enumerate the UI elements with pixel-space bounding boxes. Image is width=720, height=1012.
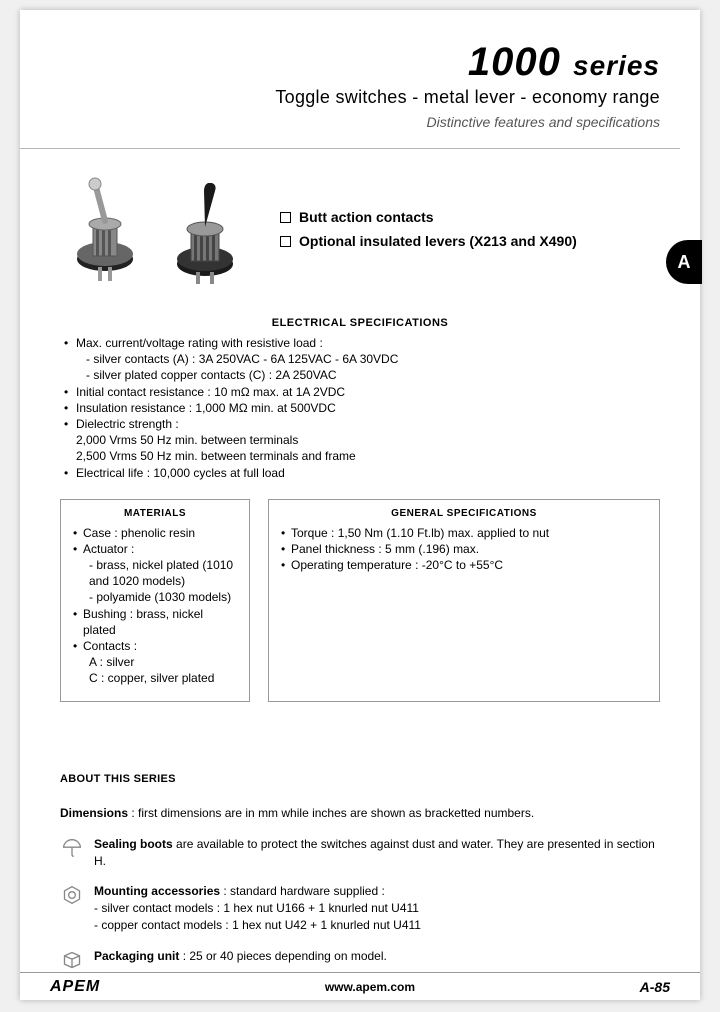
two-column-specs: MATERIALS Case : phenolic resinActuator … [60,499,660,702]
spec-item: Max. current/voltage rating with resisti… [76,335,660,384]
about-subline: - silver contact models : 1 hex nut U166… [94,900,421,917]
toggle-switch-metal-image [60,169,150,289]
feature-item: Butt action contacts [280,209,660,225]
about-subline: - copper contact models : 1 hex nut U42 … [94,917,421,934]
general-item: Operating temperature : -20°C to +55°C [291,557,649,573]
subtitle: Toggle switches - metal lever - economy … [60,87,660,108]
dimensions-text: : first dimensions are in mm while inche… [128,806,534,820]
dimensions-note: Dimensions : first dimensions are in mm … [60,805,660,822]
series-word: series [573,50,660,81]
materials-heading: MATERIALS [71,508,239,519]
product-images [60,169,250,289]
materials-item: Contacts :A : silverC : copper, silver p… [83,638,239,687]
spec-item: Dielectric strength :2,000 Vrms 50 Hz mi… [76,416,660,465]
general-item: Panel thickness : 5 mm (.196) max. [291,541,649,557]
feature-text: Optional insulated levers (X213 and X490… [299,233,577,249]
spec-item: Insulation resistance : 1,000 MΩ min. at… [76,400,660,416]
spec-line: 2,500 Vrms 50 Hz min. between terminals … [76,448,660,464]
page-footer: APEM www.apem.com A-85 [20,972,700,1000]
materials-box: MATERIALS Case : phenolic resinActuator … [60,499,250,702]
spec-subitem: silver plated copper contacts (C) : 2A 2… [86,367,660,383]
tagline: Distinctive features and specifications [60,114,660,130]
general-box: GENERAL SPECIFICATIONS Torque : 1,50 Nm … [268,499,660,702]
materials-item: Case : phenolic resin [83,525,239,541]
general-heading: GENERAL SPECIFICATIONS [279,508,649,519]
footer-page: A-85 [640,979,670,995]
about-row: Packaging unit : 25 or 40 pieces dependi… [60,948,660,972]
spec-item: Initial contact resistance : 10 mΩ max. … [76,384,660,400]
series-number: 1000 [468,40,561,84]
about-text: Sealing boots are available to protect t… [94,836,660,870]
checkbox-icon [280,212,291,223]
hero-row: Butt action contacts Optional insulated … [20,149,700,299]
toggle-switch-insulated-image [160,169,250,289]
umbrella-icon [60,836,84,860]
feature-item: Optional insulated levers (X213 and X490… [280,233,660,249]
box-icon [60,948,84,972]
materials-subitem: polyamide (1030 models) [89,589,239,605]
about-heading: ABOUT THIS SERIES [60,772,660,787]
spec-subitem: silver contacts (A) : 3A 250VAC - 6A 125… [86,351,660,367]
materials-item: Actuator :brass, nickel plated (1010 and… [83,541,239,606]
about-row: Mounting accessories : standard hardware… [60,883,660,933]
nut-icon [60,883,84,907]
footer-url: www.apem.com [100,980,639,994]
materials-subitem: A : silver [89,654,239,670]
dimensions-label: Dimensions [60,806,128,820]
materials-list: Case : phenolic resinActuator :brass, ni… [71,525,239,687]
about-rows: Sealing boots are available to protect t… [60,836,660,972]
spec-item: Electrical life : 10,000 cycles at full … [76,465,660,481]
feature-list: Butt action contacts Optional insulated … [280,201,660,257]
checkbox-icon [280,236,291,247]
materials-item: Bushing : brass, nickel plated [83,606,239,638]
materials-subitem: brass, nickel plated (1010 and 1020 mode… [89,557,239,589]
section-tab: A [666,240,702,284]
electrical-specs: ELECTRICAL SPECIFICATIONS Max. current/v… [60,317,660,481]
page-header: 1000 series Toggle switches - metal leve… [20,10,700,140]
series-title: 1000 series [60,40,660,85]
electrical-list: Max. current/voltage rating with resisti… [60,335,660,481]
general-item: Torque : 1,50 Nm (1.10 Ft.lb) max. appli… [291,525,649,541]
footer-brand: APEM [50,978,100,996]
general-list: Torque : 1,50 Nm (1.10 Ft.lb) max. appli… [279,525,649,574]
about-text: Mounting accessories : standard hardware… [94,883,421,933]
about-row: Sealing boots are available to protect t… [60,836,660,870]
spec-line: 2,000 Vrms 50 Hz min. between terminals [76,432,660,448]
materials-subitem: C : copper, silver plated [89,670,239,686]
datasheet-page: 1000 series Toggle switches - metal leve… [20,10,700,1000]
electrical-heading: ELECTRICAL SPECIFICATIONS [60,317,660,329]
feature-text: Butt action contacts [299,209,434,225]
about-text: Packaging unit : 25 or 40 pieces dependi… [94,948,387,965]
about-section: ABOUT THIS SERIES Dimensions : first dim… [60,772,660,972]
